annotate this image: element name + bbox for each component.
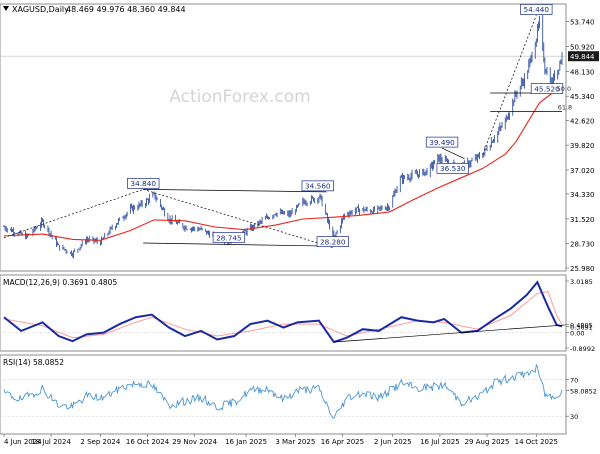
price-annotation-label: 54.440 bbox=[524, 5, 550, 14]
x-axis-label: 2 Sep 2024 bbox=[80, 438, 120, 446]
x-axis-label: 16 Jan 2025 bbox=[225, 438, 267, 446]
fib-level-label: 61.8 bbox=[558, 104, 572, 112]
price-annotation-box bbox=[530, 83, 564, 94]
moving-average-line bbox=[3, 88, 563, 241]
price-annotation-box bbox=[212, 232, 246, 243]
macd-axis-label: 3.0185 bbox=[570, 278, 593, 286]
rsi-label: RSI(14) 58.0852 bbox=[3, 358, 64, 367]
x-axis-label: 2 Jun 2025 bbox=[374, 438, 412, 446]
price-axis-label: 50.920 bbox=[570, 44, 595, 52]
price-annotation-label: 39.490 bbox=[429, 138, 455, 147]
price-annotation-box bbox=[301, 180, 334, 192]
price-annotation-box bbox=[520, 4, 553, 15]
price-annotation-box bbox=[436, 163, 469, 174]
price-axis-label: 45.340 bbox=[570, 93, 595, 101]
current-price-label: 49.844 bbox=[570, 53, 595, 61]
price-axis-label: 28.730 bbox=[570, 241, 595, 249]
price-axis-label: 37.020 bbox=[570, 167, 595, 175]
rsi-axis-label: 58.0852 bbox=[570, 387, 597, 395]
price-axis-label: 48.130 bbox=[570, 68, 595, 76]
trendline bbox=[143, 189, 327, 193]
macd-axis-label: 0.4805 bbox=[570, 321, 593, 329]
ohlc-values: 48.469 49.976 48.360 49.844 bbox=[66, 5, 186, 14]
trendline bbox=[3, 189, 144, 238]
price-annotation-label: 34.560 bbox=[305, 182, 331, 191]
macd-panel-frame bbox=[0, 274, 567, 352]
x-axis-label: 16 Oct 2024 bbox=[126, 438, 170, 446]
macd-line bbox=[3, 280, 563, 344]
macd-layer bbox=[3, 280, 566, 344]
macd-axis-label: 0.00 bbox=[570, 330, 584, 338]
fib-level-label: 50.0 bbox=[557, 85, 571, 93]
trendline bbox=[143, 189, 333, 248]
macd-axis-label: 0.3691 bbox=[570, 323, 593, 331]
trendline bbox=[482, 15, 537, 155]
price-annotation-label: 28.745 bbox=[216, 233, 242, 242]
x-axis-label: 18 Jul 2024 bbox=[31, 438, 71, 446]
x-axis-label: 14 Oct 2025 bbox=[515, 438, 558, 446]
x-axis-label: 29 Aug 2025 bbox=[465, 438, 510, 446]
price-panel-frame bbox=[0, 3, 567, 272]
macd-signal-line bbox=[3, 291, 563, 339]
x-axis-label: 29 Nov 2024 bbox=[172, 438, 217, 446]
rsi-layer bbox=[3, 363, 563, 419]
macd-axis-label: -0.8992 bbox=[570, 345, 595, 353]
x-axis-label: 16 Jul 2025 bbox=[420, 438, 460, 446]
trendline bbox=[441, 147, 465, 159]
triangle-down-icon[interactable] bbox=[3, 6, 9, 11]
price-annotation-box bbox=[127, 178, 160, 189]
x-axis-label: 3 Mar 2025 bbox=[275, 438, 315, 446]
price-annotation-box bbox=[425, 136, 459, 148]
chart-symbol-label: XAGUSD,Daily bbox=[12, 5, 69, 14]
price-annotation-box bbox=[316, 236, 349, 247]
price-annotation-label: 45.520 bbox=[534, 84, 560, 93]
price-axis-label: 34.330 bbox=[570, 191, 595, 199]
price-annotation-label: 28.280 bbox=[320, 237, 346, 246]
rsi-panel-frame bbox=[0, 354, 567, 435]
price-annotation-label: 34.840 bbox=[130, 179, 156, 188]
current-price-box bbox=[568, 51, 599, 62]
trendline bbox=[143, 242, 327, 247]
x-axis-label: 4 Jun 2024 bbox=[4, 438, 42, 446]
price-axis-label: 31.520 bbox=[570, 216, 595, 224]
macd-trendline bbox=[333, 324, 566, 343]
price-axis-label: 42.620 bbox=[570, 117, 595, 125]
grid-layer bbox=[0, 55, 566, 417]
price-annotation-label: 36.530 bbox=[440, 164, 466, 173]
rsi-axis-label: 30 bbox=[570, 413, 578, 421]
macd-label: MACD(12,26,9) 0.3691 0.4805 bbox=[3, 278, 117, 287]
price-layer: 34.840 34.560 28.745 28.280 39.490 36.530 54.4… bbox=[3, 4, 572, 259]
price-axis-label: 39.820 bbox=[570, 142, 595, 150]
x-axis-label: 16 Apr 2025 bbox=[321, 438, 364, 446]
watermark-text: ActionForex.com bbox=[169, 87, 310, 107]
rsi-line bbox=[3, 363, 563, 419]
rsi-axis-label: 70 bbox=[570, 376, 578, 384]
price-axis-label: 53.740 bbox=[570, 19, 595, 27]
price-axis-label: 25.980 bbox=[570, 265, 595, 273]
